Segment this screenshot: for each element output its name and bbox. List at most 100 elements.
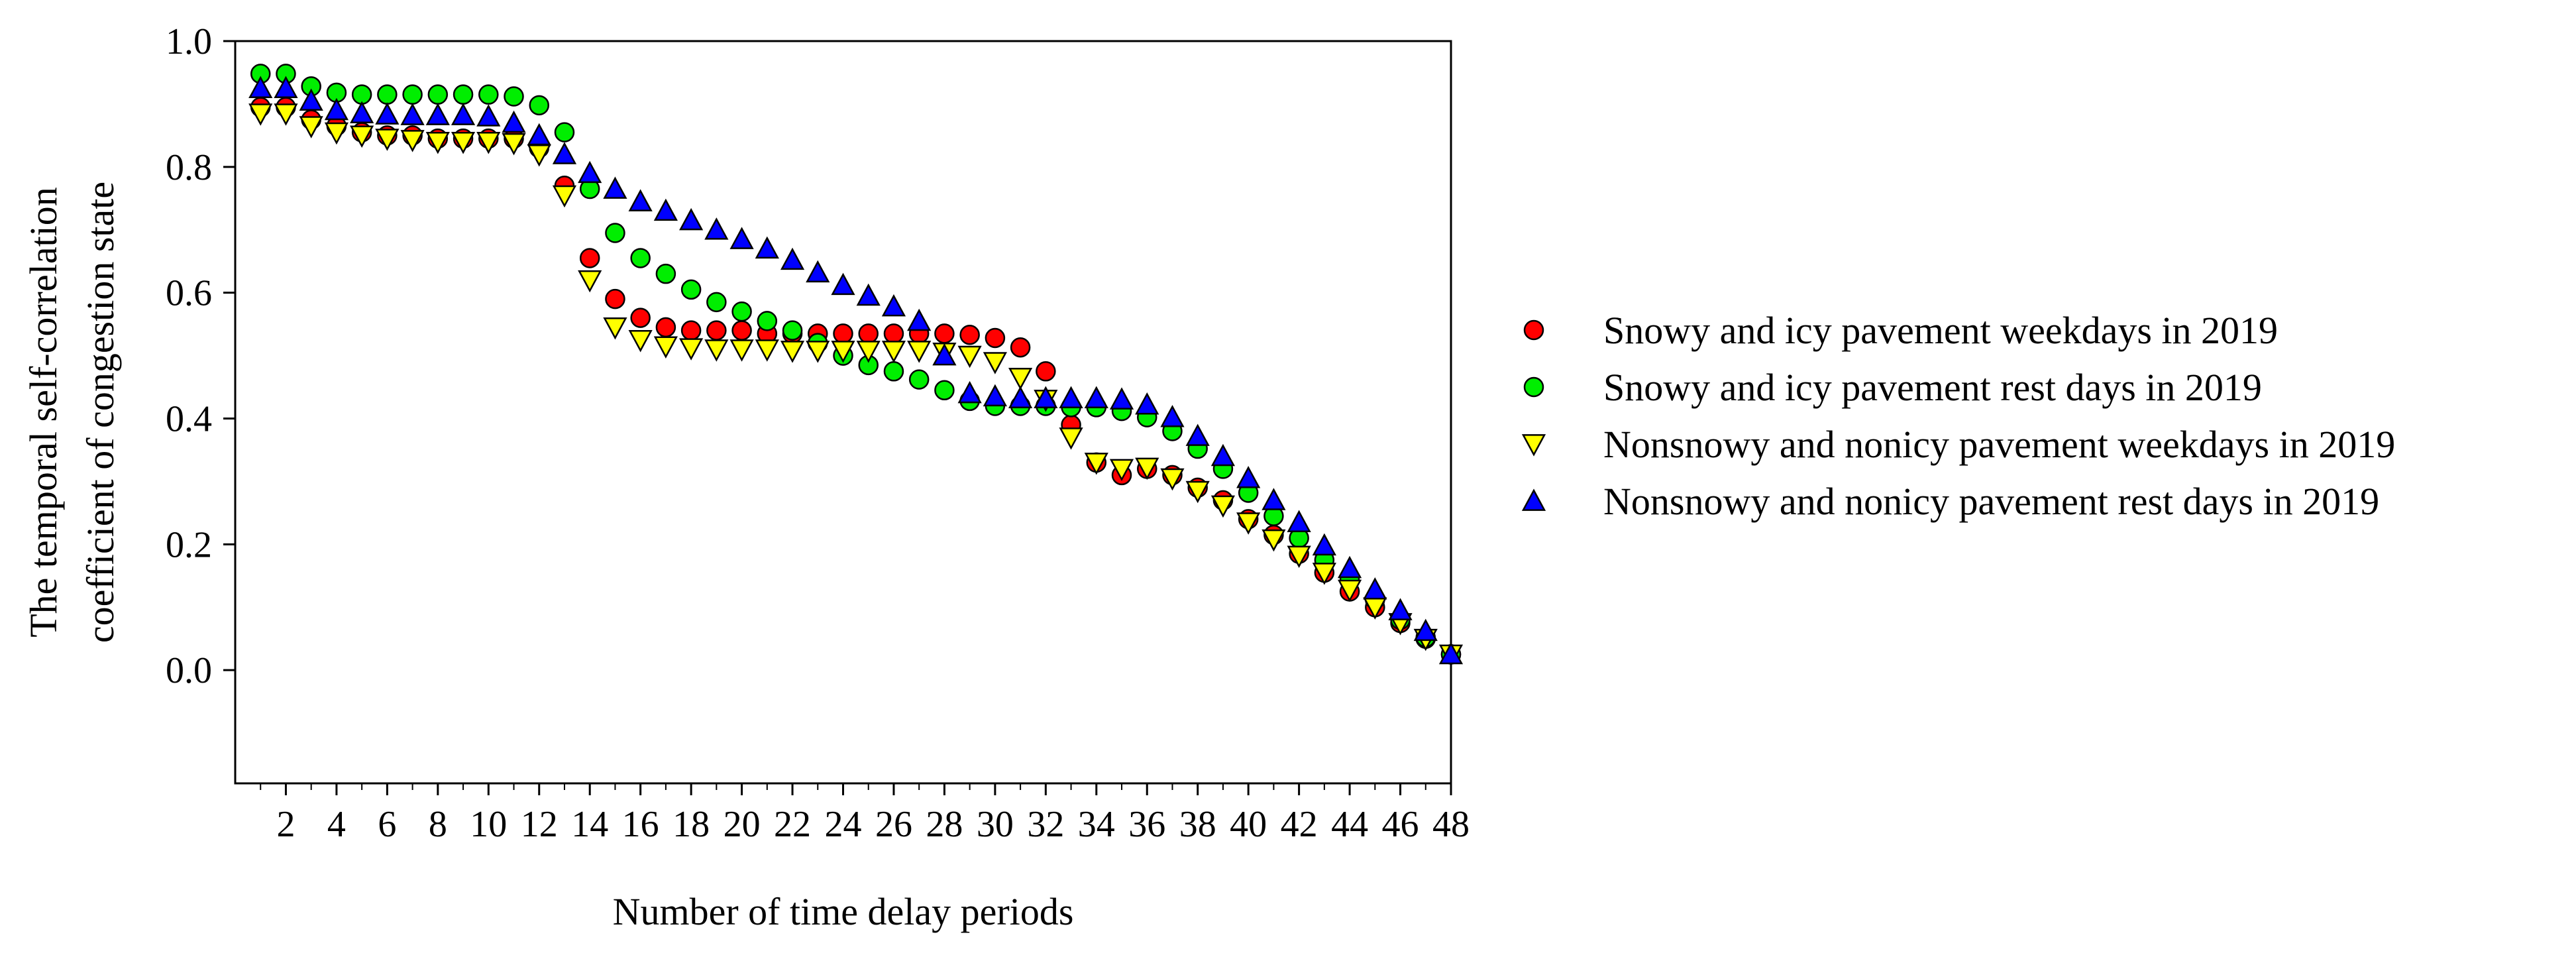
data-point bbox=[527, 123, 551, 146]
data-point bbox=[1185, 480, 1210, 504]
x-tick-label: 12 bbox=[521, 804, 558, 845]
data-point bbox=[554, 122, 575, 142]
data-point bbox=[653, 198, 678, 221]
x-tick-label: 16 bbox=[622, 804, 659, 845]
x-tick-label: 18 bbox=[672, 804, 710, 845]
x-tick-label: 30 bbox=[977, 804, 1014, 845]
data-point bbox=[605, 288, 625, 309]
data-point bbox=[603, 176, 627, 199]
data-point bbox=[1008, 367, 1033, 390]
data-point bbox=[908, 369, 930, 390]
data-point bbox=[1210, 443, 1236, 467]
data-point bbox=[1287, 510, 1311, 532]
data-point bbox=[427, 84, 449, 105]
data-point bbox=[1160, 468, 1185, 491]
data-point bbox=[883, 361, 904, 382]
data-point bbox=[578, 270, 602, 293]
data-point bbox=[729, 339, 754, 362]
x-tick-label: 40 bbox=[1230, 804, 1267, 845]
y-axis-label-line: The temporal self-correlation bbox=[22, 187, 65, 638]
legend-entry: Snowy and icy pavement rest days in 2019 bbox=[1523, 366, 2262, 409]
data-point bbox=[655, 263, 676, 284]
data-point bbox=[350, 125, 374, 148]
data-point bbox=[628, 189, 653, 211]
x-tick-label: 22 bbox=[774, 804, 811, 845]
data-point bbox=[248, 103, 273, 126]
data-point bbox=[1337, 555, 1362, 579]
x-tick-label: 46 bbox=[1382, 804, 1419, 845]
data-point bbox=[453, 84, 474, 105]
x-tick-label: 26 bbox=[875, 804, 912, 845]
data-point bbox=[1059, 386, 1083, 408]
data-point bbox=[1084, 386, 1108, 408]
x-tick-label: 24 bbox=[825, 804, 862, 845]
data-point bbox=[1034, 386, 1058, 408]
data-point bbox=[983, 352, 1007, 374]
series-3 bbox=[248, 76, 1464, 665]
data-point bbox=[628, 329, 653, 353]
data-point bbox=[934, 323, 955, 344]
data-point bbox=[377, 84, 398, 105]
data-point bbox=[1210, 495, 1236, 518]
axes: 2 4 6 8 10 12 14 16 18 20 22 24 26 28 30 32 34 36 38 40 42 44… bbox=[22, 21, 1470, 933]
legend-marker bbox=[1521, 434, 1546, 457]
x-tick-label: 14 bbox=[571, 804, 608, 845]
legend-label: Snowy and icy pavement rest days in 2019 bbox=[1603, 366, 2262, 409]
data-point bbox=[655, 317, 676, 338]
data-point bbox=[324, 122, 349, 145]
data-point bbox=[552, 142, 577, 164]
data-point bbox=[375, 129, 400, 151]
data-point bbox=[1160, 404, 1185, 427]
data-point bbox=[1036, 361, 1056, 382]
data-point bbox=[274, 103, 298, 126]
data-point bbox=[1287, 545, 1311, 569]
data-point bbox=[1438, 642, 1464, 665]
x-tick-label: 36 bbox=[1128, 804, 1165, 845]
data-point bbox=[782, 320, 803, 341]
data-point bbox=[881, 341, 906, 363]
data-point bbox=[831, 272, 855, 296]
y-tick-label: 0.6 bbox=[166, 273, 212, 314]
x-tick-label: 38 bbox=[1179, 804, 1216, 845]
data-point bbox=[957, 345, 982, 368]
x-tick-label: 34 bbox=[1078, 804, 1115, 845]
data-point bbox=[350, 101, 374, 124]
data-point bbox=[248, 76, 273, 99]
data-point bbox=[1261, 488, 1286, 510]
data-point bbox=[1010, 337, 1031, 358]
data-point bbox=[1363, 577, 1387, 600]
data-point bbox=[680, 279, 702, 300]
data-point bbox=[579, 248, 600, 268]
data-point bbox=[425, 103, 450, 125]
data-point bbox=[1312, 533, 1336, 556]
data-point bbox=[478, 84, 499, 105]
x-tick-label: 44 bbox=[1331, 804, 1368, 845]
data-point bbox=[858, 323, 879, 344]
y-tick-label: 0.2 bbox=[166, 524, 212, 565]
data-point bbox=[502, 133, 526, 156]
data-point bbox=[706, 320, 727, 341]
data-point bbox=[299, 116, 323, 139]
data-point bbox=[932, 343, 957, 366]
data-point bbox=[1135, 457, 1159, 480]
data-point bbox=[755, 339, 779, 362]
legend: Snowy and icy pavement weekdays in 2019 S… bbox=[1521, 309, 2395, 523]
x-tick-label: 32 bbox=[1027, 804, 1064, 845]
legend-label: Snowy and icy pavement weekdays in 2019 bbox=[1603, 309, 2278, 352]
data-point bbox=[856, 283, 881, 306]
data-point bbox=[476, 104, 501, 127]
data-point bbox=[425, 132, 450, 154]
data-point bbox=[806, 260, 830, 283]
y-tick-label: 0.0 bbox=[166, 650, 212, 691]
data-point bbox=[959, 325, 980, 345]
data-point bbox=[907, 308, 932, 331]
data-point bbox=[400, 130, 425, 152]
data-point bbox=[603, 317, 627, 340]
data-point bbox=[274, 76, 298, 99]
data-point bbox=[780, 247, 805, 270]
legend-marker bbox=[1523, 319, 1544, 341]
data-point bbox=[375, 102, 400, 125]
data-point bbox=[883, 323, 904, 344]
